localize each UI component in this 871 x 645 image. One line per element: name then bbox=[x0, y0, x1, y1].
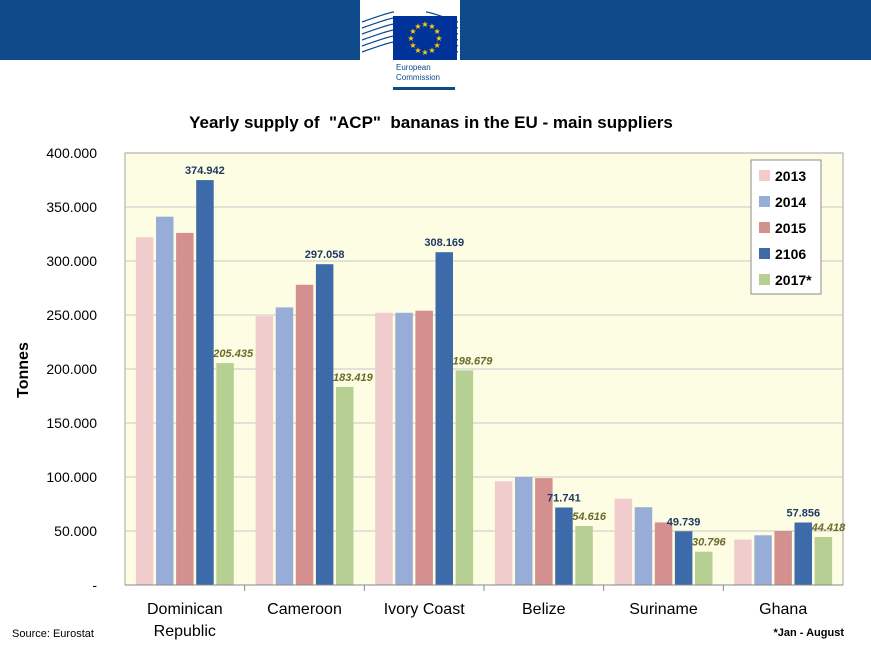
x-tick-label: Ivory Coast bbox=[384, 601, 465, 618]
star-icon: ★ bbox=[434, 41, 441, 50]
legend-label: 2015 bbox=[775, 220, 806, 236]
legend-label: 2013 bbox=[775, 168, 806, 184]
data-label: 57.856 bbox=[786, 508, 820, 520]
legend: 2013 2014 2015 2106 2017* bbox=[750, 159, 822, 295]
bar-2013 bbox=[614, 498, 633, 585]
star-icon: ★ bbox=[428, 46, 435, 55]
bar-2017 bbox=[216, 363, 234, 585]
bar-2013 bbox=[494, 481, 513, 585]
y-tick-label: 100.000 bbox=[46, 469, 97, 485]
bar-2017 bbox=[575, 526, 593, 585]
bar-2015 bbox=[774, 531, 792, 585]
chart-title: Yearly supply of "ACP" bananas in the EU… bbox=[189, 113, 673, 132]
bar-2017 bbox=[455, 370, 474, 585]
bar-2013 bbox=[255, 316, 274, 585]
y-tick-label: 400.000 bbox=[46, 145, 97, 161]
logo-wordmark: European Commission bbox=[396, 63, 440, 83]
bar-2015 bbox=[295, 284, 314, 585]
european-commission-logo: ★ ★ ★ ★ ★ ★ ★ ★ ★ ★ ★ ★ European Commission bbox=[360, 0, 460, 95]
bars-group: 374.942 205.435 297.058 183.419 308.169 198.6… bbox=[135, 165, 847, 585]
bar-2015 bbox=[535, 478, 553, 585]
eu-stars-icon: ★ ★★★★★★★★★★★ bbox=[407, 20, 442, 57]
bar-2106 bbox=[794, 522, 812, 585]
legend-swatch bbox=[759, 170, 770, 181]
legend-label: 2014 bbox=[775, 194, 806, 210]
logo-underline bbox=[393, 87, 455, 90]
data-label: 49.739 bbox=[667, 516, 701, 528]
legend-label: 2017* bbox=[775, 272, 812, 288]
eu-flag-icon bbox=[393, 16, 457, 60]
star-icon: ★ bbox=[421, 48, 428, 57]
bar-2014 bbox=[156, 216, 174, 585]
bar-2013 bbox=[375, 312, 393, 585]
bar-2106 bbox=[435, 252, 453, 585]
brand-line-1: European bbox=[396, 63, 431, 72]
data-label: 308.169 bbox=[424, 237, 464, 249]
footnote: *Jan - August bbox=[773, 627, 845, 639]
bar-2106 bbox=[196, 180, 214, 585]
bar-2017 bbox=[814, 537, 833, 585]
data-label: 374.942 bbox=[185, 165, 225, 177]
bar-2017 bbox=[336, 386, 354, 585]
source-note: Source: Eurostat bbox=[12, 628, 94, 640]
x-tick-label: Belize bbox=[522, 601, 566, 618]
star-icon: ★ bbox=[428, 22, 435, 31]
bar-2013 bbox=[135, 237, 154, 585]
x-tick-label: Cameroon bbox=[267, 601, 342, 618]
x-tick-label: Republic bbox=[154, 623, 216, 640]
bar-2015 bbox=[654, 522, 673, 585]
gridlines bbox=[125, 206, 843, 532]
legend-swatch bbox=[759, 222, 770, 233]
y-tick-labels: - 50.000 100.000 150.000 200.000 250.000 300.0… bbox=[46, 145, 97, 593]
y-tick-label: - bbox=[92, 577, 97, 593]
data-label: 183.419 bbox=[333, 372, 374, 384]
x-tick-label: Suriname bbox=[629, 601, 698, 618]
y-tick-label: 250.000 bbox=[46, 307, 97, 323]
data-label: 54.616 bbox=[572, 511, 607, 523]
bar-2014 bbox=[395, 312, 413, 585]
bar-2014 bbox=[275, 307, 294, 585]
y-axis-label: Tonnes bbox=[15, 342, 32, 398]
legend-swatch bbox=[759, 196, 770, 207]
bar-2014 bbox=[634, 507, 653, 585]
y-tick-label: 150.000 bbox=[46, 415, 97, 431]
star-icon: ★ bbox=[435, 34, 442, 43]
bar-2106 bbox=[315, 264, 334, 585]
legend-swatch bbox=[759, 248, 770, 259]
bar-2017 bbox=[695, 551, 713, 585]
brand-line-2: Commission bbox=[396, 73, 441, 82]
bar-2013 bbox=[734, 539, 752, 585]
bar-2015 bbox=[176, 232, 194, 585]
legend-swatch bbox=[759, 274, 770, 285]
star-icon: ★ bbox=[414, 46, 421, 55]
star-icon: ★ bbox=[409, 27, 416, 36]
star-icon: ★ bbox=[409, 41, 416, 50]
star-icon: ★ bbox=[421, 20, 428, 29]
data-label: 205.435 bbox=[212, 348, 254, 360]
y-tick-label: 200.000 bbox=[46, 361, 97, 377]
star-icon: ★ bbox=[414, 22, 421, 31]
bar-2106 bbox=[555, 507, 573, 585]
data-label: 44.418 bbox=[811, 522, 847, 534]
bar-2015 bbox=[415, 310, 433, 585]
star-icon: ★ bbox=[407, 34, 414, 43]
x-tick-labels: Dominican Republic Cameroon Ivory Coast Beli… bbox=[125, 584, 843, 640]
x-tick-label: Ghana bbox=[759, 601, 807, 618]
y-tick-label: 300.000 bbox=[46, 253, 97, 269]
star-icon: ★ bbox=[434, 27, 441, 36]
legend-label: 2106 bbox=[775, 246, 806, 262]
data-label: 198.679 bbox=[453, 355, 494, 367]
bar-2014 bbox=[515, 477, 533, 585]
bar-2106 bbox=[674, 531, 693, 585]
x-tick-label: Dominican bbox=[147, 601, 223, 618]
building-stripes-graphic: ★ ★★★★★★★★★★★ bbox=[361, 11, 459, 60]
data-label: 71.741 bbox=[547, 493, 581, 505]
y-tick-label: 350.000 bbox=[46, 199, 97, 215]
y-tick-label: 50.000 bbox=[54, 523, 97, 539]
bar-2014 bbox=[754, 535, 772, 585]
data-label: 30.796 bbox=[692, 537, 727, 549]
data-label: 297.058 bbox=[305, 249, 345, 261]
